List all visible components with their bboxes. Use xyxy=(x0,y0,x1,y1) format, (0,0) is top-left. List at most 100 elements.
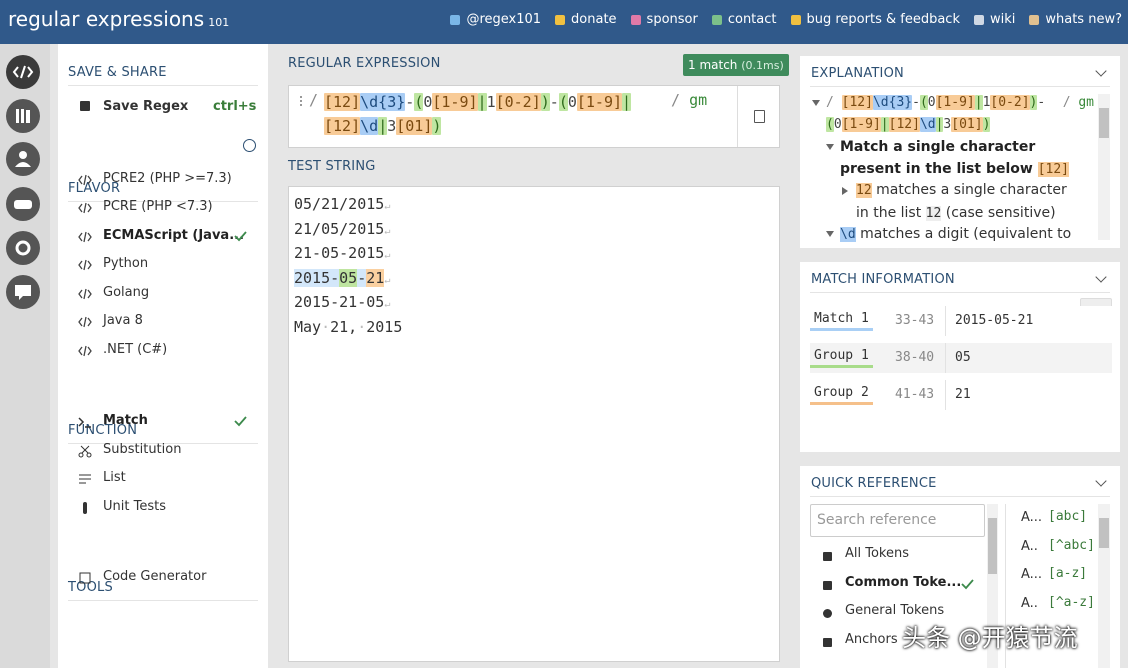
regex-token: [1-9] xyxy=(432,93,478,111)
search-input[interactable]: Search reference xyxy=(810,504,985,537)
nav-item[interactable]: wiki xyxy=(973,12,1015,27)
regex-token: - xyxy=(405,93,415,111)
nav-item[interactable]: donate xyxy=(555,12,617,27)
collapse[interactable] xyxy=(1095,65,1107,77)
tree-toggle[interactable] xyxy=(812,100,820,106)
icon xyxy=(15,285,31,300)
category[interactable]: All Tokens xyxy=(845,546,910,561)
nav-label: @regex101 xyxy=(466,12,542,27)
regex-input[interactable]: / / gm [12]\d{3}-(0[1-9]|1[0-2])-(0[1-9]|[… xyxy=(288,85,780,148)
collapse[interactable] xyxy=(1095,271,1107,283)
save-regex[interactable]: Save Regex xyxy=(103,99,189,114)
category[interactable]: General Tokens xyxy=(845,603,945,618)
item-icon xyxy=(78,287,92,301)
closing: / gm xyxy=(671,91,707,109)
regex-token: ) xyxy=(1029,95,1038,110)
account-icon[interactable] xyxy=(6,142,40,176)
divider xyxy=(737,86,738,147)
menu-item[interactable]: Python xyxy=(103,256,149,271)
token-name[interactable]: A... xyxy=(1021,510,1043,525)
token-code: [^abc] xyxy=(1048,537,1095,553)
item-icon xyxy=(78,472,92,486)
menu-item[interactable]: List xyxy=(103,470,126,485)
section-title: FLAVOR xyxy=(68,181,121,196)
menu-item[interactable]: Java 8 xyxy=(103,313,143,328)
token-name[interactable]: A.. xyxy=(1021,595,1038,611)
regex-token: [01] xyxy=(951,117,983,132)
menu-item[interactable]: Code Generator xyxy=(103,569,207,584)
chat-icon[interactable] xyxy=(6,275,40,309)
menu-item[interactable]: Unit Tests xyxy=(103,499,166,514)
highlight: 2015- xyxy=(294,268,340,287)
menu-item[interactable]: Match xyxy=(103,413,148,428)
quick-reference-panel: QUICK REFERENCE Search reference All Token… xyxy=(800,466,1120,668)
menu-item[interactable]: PCRE (PHP <7.3) xyxy=(103,199,213,214)
section-rule xyxy=(810,292,1110,293)
regex-token: \d{3} xyxy=(872,95,913,110)
logo[interactable]: regular expressions 101 xyxy=(8,7,229,31)
nav-item[interactable]: bug reports & feedback xyxy=(790,12,960,27)
nav-item[interactable]: contact xyxy=(711,12,777,27)
item-icon xyxy=(78,571,92,585)
nav-icon xyxy=(555,14,566,25)
col-divider xyxy=(945,380,946,410)
regex-token: [1-9] xyxy=(576,93,623,111)
icon xyxy=(16,109,30,123)
tree-toggle[interactable] xyxy=(842,187,848,195)
highlight: · xyxy=(321,317,331,336)
scroll-thumb[interactable] xyxy=(988,518,997,574)
quiz-icon[interactable] xyxy=(6,187,40,221)
regex-token: 0 xyxy=(927,95,936,110)
tree-toggle[interactable] xyxy=(826,231,834,237)
category[interactable]: Common Toke... xyxy=(845,574,962,590)
nav-label: contact xyxy=(727,12,777,27)
check xyxy=(233,229,247,243)
icon-shape xyxy=(78,345,92,357)
section-title: TEST STRING xyxy=(288,159,376,174)
menu-item[interactable]: PCRE2 (PHP >=7.3) xyxy=(103,171,232,186)
text: 21-05-2015 xyxy=(294,244,385,262)
logo-version: 101 xyxy=(208,16,230,29)
nav-label: sponsor xyxy=(646,12,698,27)
menu-item[interactable]: .NET (C#) xyxy=(103,342,168,357)
scrollbar xyxy=(1098,94,1110,240)
highlight: - xyxy=(357,268,367,287)
check xyxy=(960,577,974,591)
copy-icon[interactable] xyxy=(754,110,765,123)
category[interactable]: Anchors xyxy=(845,631,898,647)
nav-label: donate xyxy=(571,12,617,27)
editor-icon[interactable] xyxy=(6,55,40,89)
header: regular expressions 101 @regex101 donate s… xyxy=(0,0,1128,44)
menu-item[interactable]: Substitution xyxy=(103,442,182,457)
menu-item[interactable]: Golang xyxy=(103,285,150,300)
collapse[interactable] xyxy=(1095,475,1107,487)
token-name[interactable]: A... xyxy=(1021,567,1043,582)
match-range: 41-43 xyxy=(895,387,935,402)
nav-item[interactable]: @regex101 xyxy=(450,12,541,27)
line-end: ↵ xyxy=(384,225,391,237)
test-line: 2015-21-05↵ xyxy=(294,291,390,316)
test-line: May·21,·2015 xyxy=(294,316,402,338)
settings-icon[interactable] xyxy=(6,231,40,265)
regex-token: [1-9] xyxy=(841,117,881,132)
match-value: 21 xyxy=(955,387,971,402)
regex-token: [01] xyxy=(396,117,433,135)
test-string-input[interactable]: 05/21/2015↵ 21/05/2015↵ 21-05-2015↵ 2015-05… xyxy=(288,186,780,662)
nav-item[interactable]: whats new? xyxy=(1029,12,1122,27)
explanation-regex: / / gm [12]\d{3}-(0[1-9]|1[0-2])-(0[1-9]|… xyxy=(826,92,1096,136)
nav-item[interactable]: sponsor xyxy=(630,12,698,27)
watermark: 头条 @开猿节流 xyxy=(902,624,1078,652)
match-badge: 1 match (0.1ms) xyxy=(683,54,789,76)
icon-shape xyxy=(78,417,91,428)
scroll-thumb[interactable] xyxy=(1099,518,1109,548)
scroll-thumb[interactable] xyxy=(1099,108,1109,138)
nav-label: bug reports & feedback xyxy=(806,12,960,27)
help-icon[interactable] xyxy=(243,139,256,152)
menu-item[interactable]: ECMAScript (Java... xyxy=(103,228,245,243)
regex-token: [1-9] xyxy=(935,95,975,110)
library-icon[interactable] xyxy=(6,99,40,133)
tree-toggle[interactable] xyxy=(826,144,834,150)
token-name[interactable]: A.. xyxy=(1021,538,1038,554)
nav: @regex101 donate sponsor contact bug reports… xyxy=(450,12,1122,27)
test-line: 2015-05-21↵ xyxy=(294,267,390,292)
